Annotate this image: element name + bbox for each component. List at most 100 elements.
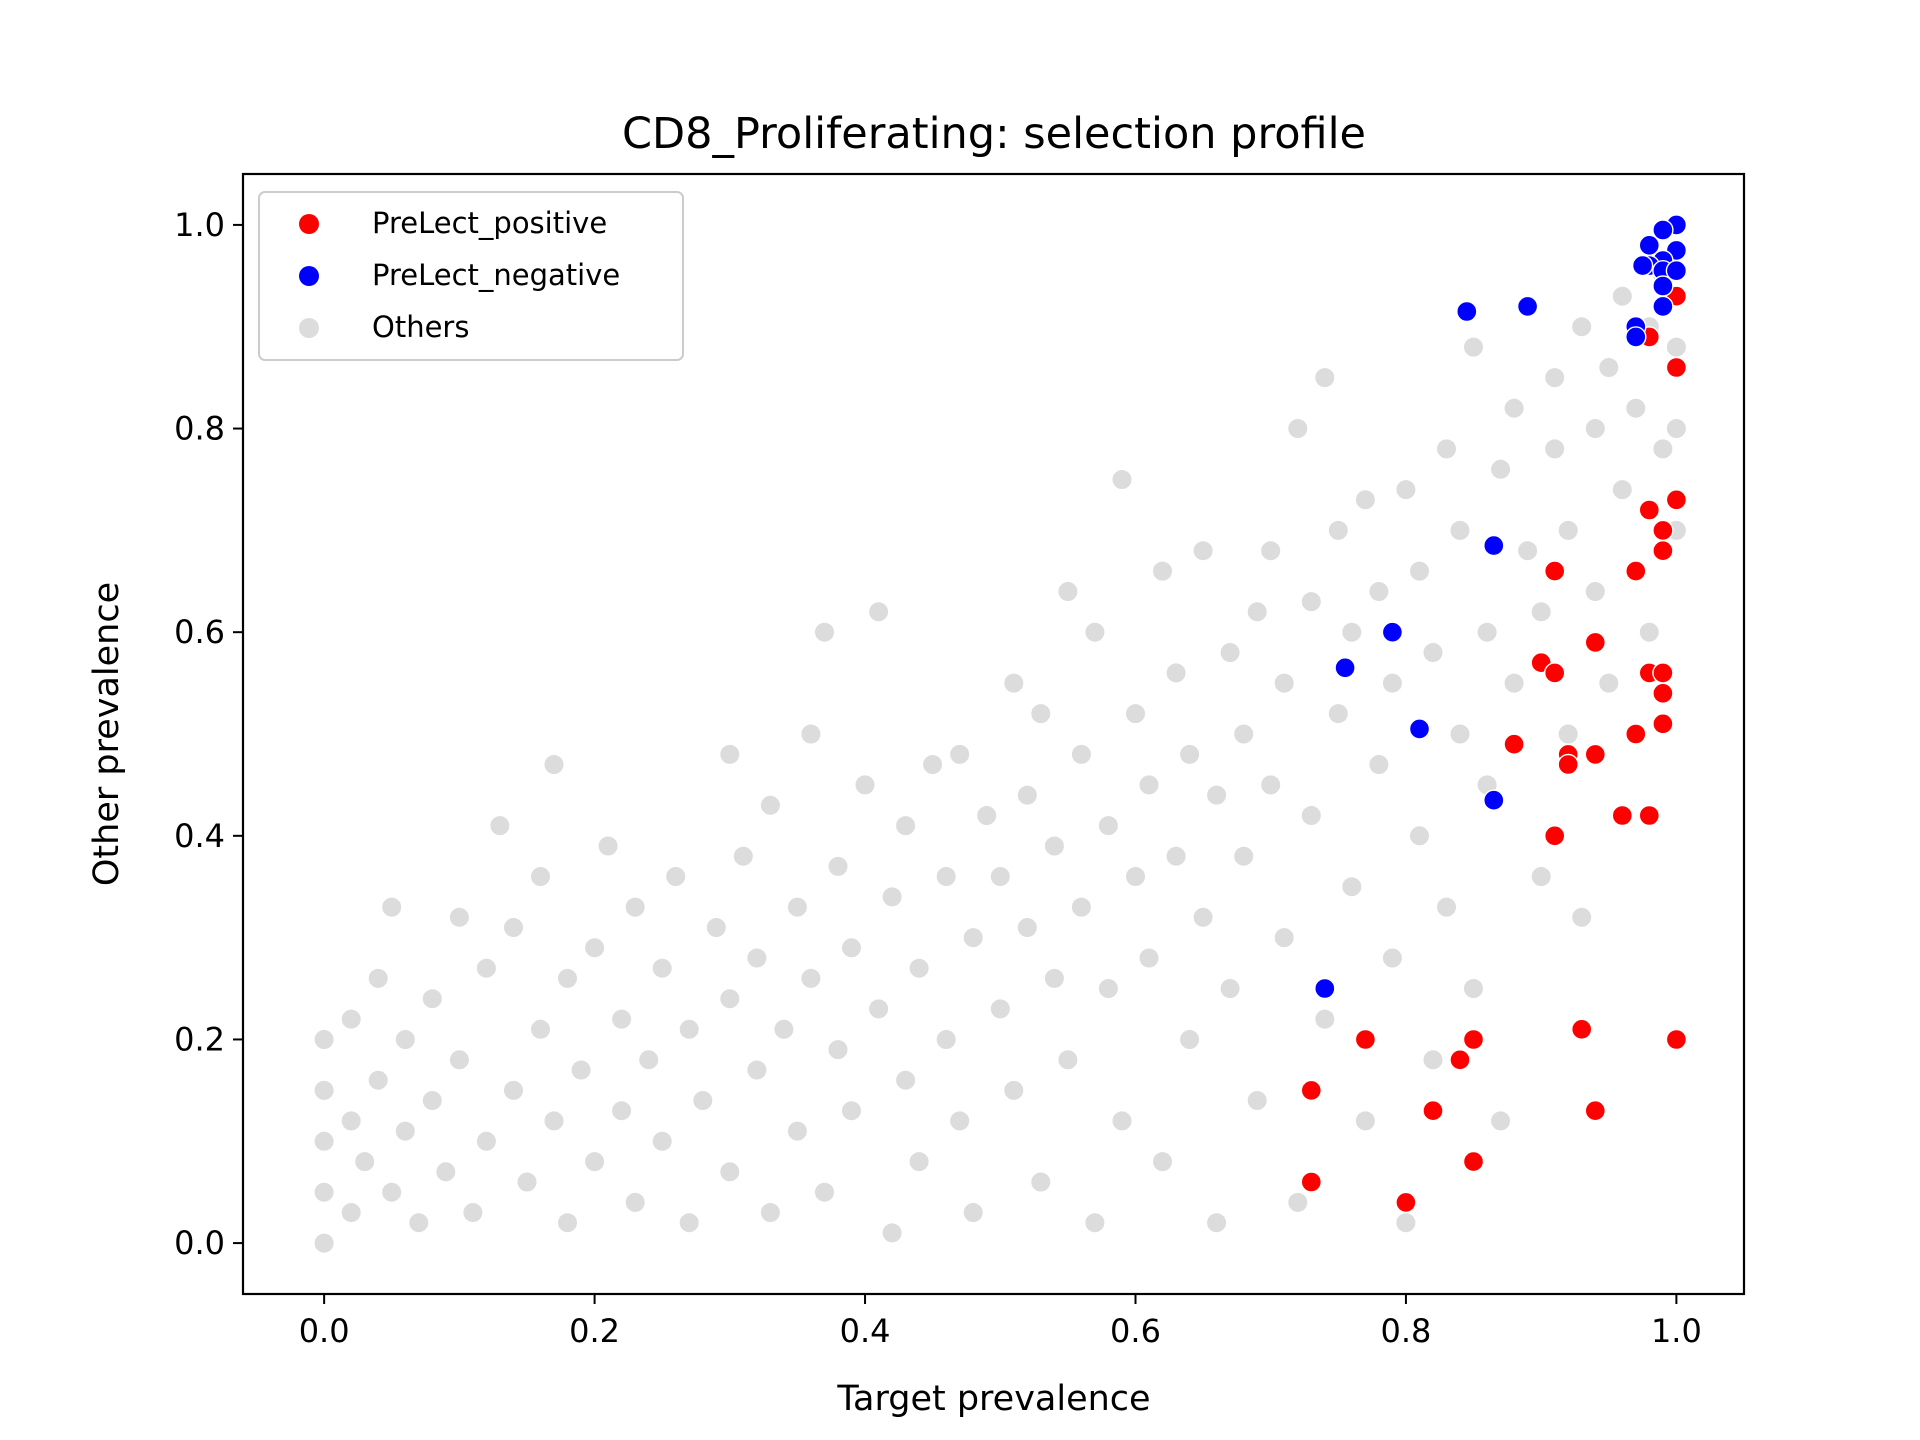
data-point xyxy=(503,917,524,938)
data-point xyxy=(1584,743,1607,766)
data-point xyxy=(1111,469,1133,490)
data-point xyxy=(1503,672,1525,694)
data-point xyxy=(1584,1099,1607,1122)
series-prelect-positive xyxy=(1300,285,1688,1214)
data-point xyxy=(1652,713,1674,735)
data-point xyxy=(354,1151,376,1173)
data-point xyxy=(1422,642,1444,663)
data-point xyxy=(1625,397,1647,419)
data-point xyxy=(313,1181,335,1203)
data-point xyxy=(475,1130,497,1152)
data-point xyxy=(611,1008,633,1030)
data-point xyxy=(516,1171,538,1193)
data-point xyxy=(543,1110,565,1132)
data-point xyxy=(1016,784,1038,806)
data-point xyxy=(624,1191,646,1213)
data-point xyxy=(786,1120,808,1142)
data-point xyxy=(421,988,443,1010)
data-point xyxy=(868,998,890,1020)
data-point xyxy=(1570,1018,1593,1041)
data-point xyxy=(922,754,944,775)
data-point xyxy=(381,1181,403,1203)
y-axis: 0.0 0.2 0.4 0.6 0.8 1.0 xyxy=(174,206,243,1262)
data-point xyxy=(1287,1191,1309,1213)
data-point xyxy=(1354,1110,1376,1132)
data-point xyxy=(543,754,565,775)
y-tick-label: 0.4 xyxy=(174,817,225,855)
legend-marker-others xyxy=(299,318,319,338)
data-point xyxy=(814,621,835,643)
data-point xyxy=(1463,336,1484,358)
data-point xyxy=(1665,260,1688,282)
data-point xyxy=(394,1029,416,1050)
data-point xyxy=(313,1029,335,1050)
x-axis: 0.0 0.2 0.4 0.6 0.8 1.0 xyxy=(299,1294,1702,1350)
data-point xyxy=(1665,356,1688,379)
data-point xyxy=(557,1212,578,1234)
data-point xyxy=(1273,672,1295,694)
legend-marker-prelect-positive xyxy=(299,214,319,234)
data-point xyxy=(962,1202,984,1223)
data-point xyxy=(908,1151,930,1173)
data-point xyxy=(678,1018,700,1040)
data-point xyxy=(1233,845,1255,867)
legend-label-others: Others xyxy=(372,310,469,344)
data-point xyxy=(1030,703,1052,725)
data-point xyxy=(1206,1212,1228,1234)
data-point xyxy=(1409,825,1430,847)
data-point xyxy=(1368,581,1390,602)
data-point xyxy=(394,1120,416,1142)
data-point xyxy=(1138,947,1160,969)
data-point xyxy=(1543,825,1566,847)
data-point xyxy=(1368,754,1390,775)
data-point xyxy=(1084,1212,1106,1234)
data-point xyxy=(881,886,903,908)
data-point xyxy=(1192,906,1214,928)
data-point xyxy=(1652,295,1674,318)
data-point xyxy=(1544,367,1566,389)
data-point xyxy=(1530,866,1552,887)
data-point xyxy=(1571,906,1593,928)
data-point xyxy=(1016,917,1038,938)
chart-title: CD8_Proliferating: selection profile xyxy=(622,109,1366,159)
data-point xyxy=(1462,1150,1485,1173)
data-point xyxy=(1598,357,1620,378)
data-point xyxy=(1652,682,1674,704)
data-point xyxy=(1652,275,1674,297)
data-point xyxy=(759,794,781,816)
data-point xyxy=(1557,753,1579,776)
data-point xyxy=(1530,601,1552,623)
data-point xyxy=(1341,621,1363,643)
data-point xyxy=(313,1232,335,1254)
data-point xyxy=(1354,489,1376,511)
data-point xyxy=(1543,560,1566,582)
data-point xyxy=(313,1079,335,1101)
data-point xyxy=(1003,672,1025,694)
data-point xyxy=(854,774,876,796)
data-point xyxy=(367,967,389,989)
data-point xyxy=(746,1059,768,1081)
x-tick-label: 0.4 xyxy=(840,1312,891,1350)
data-point xyxy=(1611,479,1633,501)
data-point xyxy=(1219,978,1241,999)
data-point xyxy=(1503,397,1525,419)
data-point xyxy=(935,1029,957,1050)
data-point xyxy=(678,1212,700,1234)
data-point xyxy=(1300,805,1322,826)
data-point xyxy=(1246,601,1268,623)
data-point xyxy=(1260,774,1282,796)
data-point xyxy=(800,967,822,989)
data-point xyxy=(1314,367,1336,389)
data-point xyxy=(1070,743,1092,765)
data-point xyxy=(1192,540,1214,562)
data-point xyxy=(1652,438,1674,460)
plot-frame xyxy=(241,172,1746,1296)
data-point xyxy=(949,743,971,765)
data-point xyxy=(1611,804,1634,827)
data-point xyxy=(1395,1191,1417,1214)
data-point xyxy=(1652,540,1674,562)
data-point xyxy=(1652,219,1674,241)
data-point xyxy=(1179,1029,1201,1050)
data-point xyxy=(989,998,1011,1020)
data-point xyxy=(1665,336,1687,358)
